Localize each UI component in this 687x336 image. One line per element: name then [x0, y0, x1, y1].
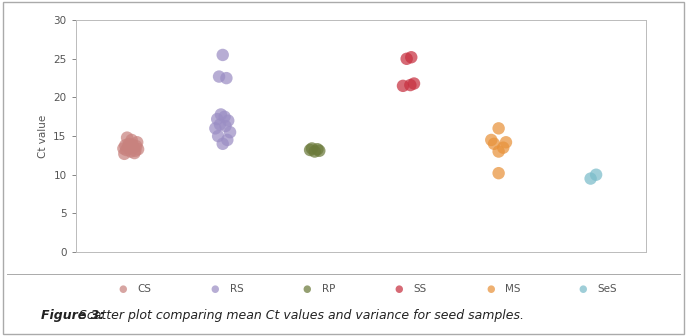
Text: MS: MS: [506, 284, 521, 294]
Point: [220, 123, 231, 129]
Point: [591, 172, 602, 177]
Text: RP: RP: [322, 284, 335, 294]
Point: [409, 81, 420, 86]
Point: [225, 130, 236, 135]
Point: [493, 170, 504, 176]
Point: [121, 147, 132, 153]
Text: ●: ●: [302, 284, 311, 294]
Point: [120, 143, 131, 148]
Text: ●: ●: [394, 284, 403, 294]
Text: Figure 3:: Figure 3:: [41, 309, 109, 322]
Text: ●: ●: [118, 284, 127, 294]
Point: [129, 151, 140, 156]
Point: [306, 146, 317, 151]
Point: [128, 145, 139, 151]
Point: [497, 145, 508, 151]
Point: [501, 139, 512, 145]
Point: [223, 118, 234, 123]
Point: [488, 141, 499, 146]
Point: [406, 54, 417, 60]
Point: [486, 137, 497, 143]
Text: ●: ●: [486, 284, 495, 294]
Point: [312, 146, 323, 152]
Point: [304, 147, 315, 153]
Point: [214, 74, 225, 79]
Point: [222, 137, 233, 143]
Point: [210, 126, 221, 131]
Point: [309, 149, 320, 154]
Point: [217, 52, 228, 58]
Point: [124, 141, 135, 146]
Point: [130, 148, 141, 154]
Text: Scatter plot comparing mean Ct values and variance for seed samples.: Scatter plot comparing mean Ct values an…: [79, 309, 524, 322]
Text: RS: RS: [229, 284, 243, 294]
Text: ●: ●: [578, 284, 587, 294]
Point: [314, 148, 325, 154]
Text: SS: SS: [414, 284, 427, 294]
Point: [122, 144, 133, 150]
Point: [127, 142, 138, 147]
Text: CS: CS: [137, 284, 152, 294]
Point: [213, 133, 224, 139]
Point: [585, 176, 596, 181]
Point: [214, 122, 225, 127]
Text: SeS: SeS: [598, 284, 617, 294]
Point: [122, 135, 133, 140]
Point: [493, 149, 504, 154]
Point: [398, 83, 409, 89]
Point: [405, 82, 416, 88]
Point: [133, 146, 144, 152]
Point: [217, 141, 228, 146]
Point: [125, 149, 136, 154]
Point: [221, 76, 232, 81]
Point: [131, 143, 142, 149]
Point: [212, 116, 223, 122]
Y-axis label: Ct value: Ct value: [38, 115, 47, 158]
Point: [216, 112, 227, 117]
Text: ●: ●: [210, 284, 218, 294]
Point: [493, 126, 504, 131]
Point: [119, 151, 130, 157]
Point: [126, 137, 137, 143]
Point: [401, 56, 412, 61]
Point: [219, 114, 230, 120]
Point: [132, 139, 143, 145]
Point: [118, 146, 129, 151]
